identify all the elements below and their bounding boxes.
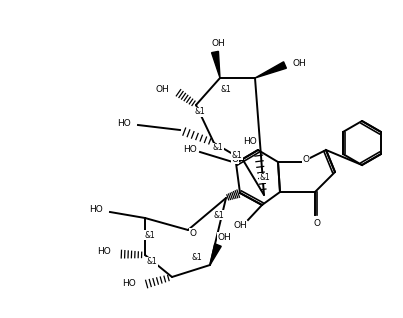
Text: O: O [189, 229, 197, 238]
Text: &1: &1 [260, 174, 270, 183]
Text: HO: HO [89, 205, 103, 215]
Text: &1: &1 [191, 253, 202, 262]
Text: &1: &1 [145, 231, 156, 239]
Text: OH: OH [217, 232, 231, 241]
Text: HO: HO [243, 137, 257, 147]
Text: &1: &1 [195, 107, 206, 116]
Polygon shape [212, 51, 220, 78]
Text: O: O [314, 218, 320, 227]
Text: HO: HO [117, 119, 131, 128]
Polygon shape [210, 244, 221, 265]
Text: OH: OH [292, 59, 306, 67]
Text: &1: &1 [232, 150, 242, 160]
Text: &1: &1 [213, 143, 223, 153]
Text: &1: &1 [147, 258, 158, 266]
Text: &1: &1 [220, 86, 231, 94]
Text: OH: OH [233, 220, 247, 230]
Text: HO: HO [122, 279, 136, 287]
Polygon shape [255, 62, 287, 78]
Text: &1: &1 [214, 211, 224, 219]
Text: HO: HO [97, 247, 111, 257]
Text: OH: OH [211, 39, 225, 49]
Text: OH: OH [155, 85, 169, 93]
Text: O: O [303, 156, 310, 164]
Text: O: O [231, 155, 239, 163]
Text: HO: HO [183, 146, 197, 155]
